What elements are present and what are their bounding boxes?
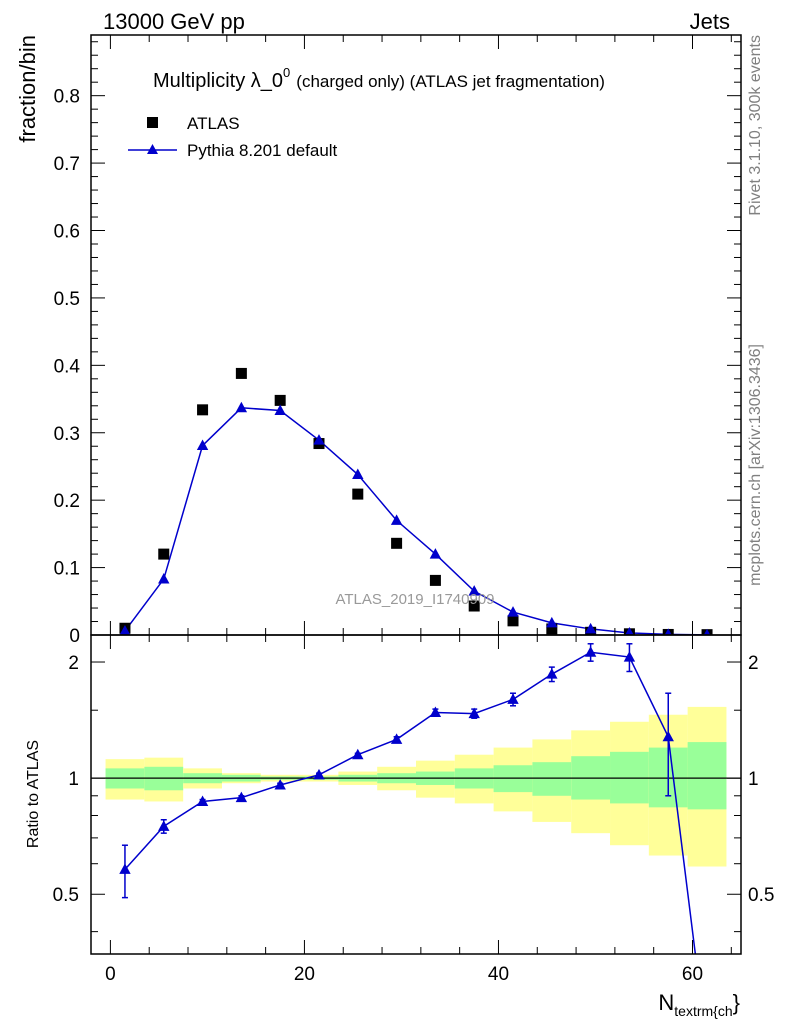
uncertainty-band-inner (687, 742, 727, 810)
x-axis-label-main: N (658, 990, 674, 1015)
ratio-point (274, 778, 286, 790)
legend-marker-pythia (147, 144, 158, 154)
y-tick-label: 0.4 (54, 356, 81, 377)
plot-title-sup: 0 (283, 65, 290, 80)
x-axis-label-rest: } (733, 990, 740, 1015)
legend-marker-atlas (147, 117, 158, 128)
atlas-data-point (546, 623, 558, 635)
x-axis-label-sub: textrm{ch (674, 1003, 732, 1019)
ratio-panel: 0.5 0.51 12 20 20 40 60 Ratio to ATLAS Ntextrm… (25, 634, 774, 1019)
rivet-label: Rivet 3.1.10, 300k events (747, 35, 764, 216)
y-tick-label: 0.8 (54, 87, 80, 108)
ratio-point (507, 693, 519, 704)
ratio-frame (90, 634, 742, 955)
ratio-y-tick-label: 1 (68, 769, 79, 790)
atlas-data-point (197, 404, 209, 416)
y-tick-label: 0.3 (54, 424, 80, 445)
atlas-data-point (352, 488, 364, 500)
ratio-y-tick-label: 2 (68, 653, 79, 674)
atlas-data-point (391, 537, 403, 549)
pythia-point (235, 401, 248, 413)
ratio-point (196, 795, 209, 806)
y-tick-label: 0 (69, 626, 80, 647)
pythia-point (546, 616, 558, 628)
pythia-point (703, 628, 711, 635)
ratio-point (662, 730, 674, 742)
pythia-point (313, 434, 325, 445)
x-tick-label: 60 (682, 964, 703, 985)
ratio-y-tick-label-right: 2 (748, 653, 759, 674)
legend-label-pythia: Pythia 8.201 default (187, 141, 338, 160)
pythia-point (664, 628, 672, 635)
pythia-point (625, 626, 634, 635)
pythia-line (124, 407, 708, 635)
ratio-point (546, 668, 558, 679)
atlas-data-point (507, 615, 519, 627)
pythia-point (390, 514, 403, 525)
y-tick-label: 0.7 (54, 154, 80, 175)
ratio-point (429, 706, 442, 717)
ratio-y-tick-label: 0.5 (53, 885, 79, 906)
header-left: 13000 GeV pp (103, 9, 245, 34)
ratio-point (158, 820, 170, 831)
y-tick-label: 0.1 (54, 559, 80, 580)
ratio-y-tick-label-right: 1 (748, 769, 759, 790)
ratio-point (119, 863, 131, 874)
header-right: Jets (690, 9, 730, 34)
y-tick-label: 0.2 (54, 491, 80, 512)
y-axis-label-main: fraction/bin (15, 35, 40, 143)
pythia-point (429, 548, 442, 559)
pythia-point (274, 404, 286, 416)
mcplots-label: mcplots.cern.ch [arXiv:1306.3436] (747, 344, 764, 586)
plot-title: Multiplicity λ_00 (charged only) (ATLAS j… (153, 65, 605, 92)
ratio-point (235, 791, 248, 803)
y-axis-label-ratio: Ratio to ATLAS (25, 740, 42, 848)
y-tick-label: 0.5 (54, 289, 80, 310)
legend-label-atlas: ATLAS (187, 114, 240, 133)
pythia-point (196, 439, 209, 451)
ratio-point (390, 733, 403, 744)
atlas-data-point (429, 574, 441, 586)
ratio-y-tick-label-right: 0.5 (748, 885, 774, 906)
pythia-point (352, 468, 364, 480)
pythia-point (584, 622, 597, 634)
pythia-point (119, 624, 131, 635)
ratio-point (584, 646, 597, 657)
ratio-point (352, 748, 364, 760)
x-axis-label: Ntextrm{ch} (658, 990, 740, 1019)
x-tick-label: 40 (488, 964, 509, 985)
ratio-point (468, 707, 480, 719)
uncertainty-band-inner (532, 762, 572, 796)
atlas-data-point (274, 394, 286, 406)
main-panel: 0 0.1 0.2 0.3 0.4 0.5 0.6 0.7 0.8 fraction/bin M… (15, 34, 742, 647)
pythia-point (158, 573, 170, 584)
plot-title-rest: (charged only) (ATLAS jet fragmentation) (296, 72, 605, 91)
ratio-line (124, 651, 697, 954)
atlas-data-point (235, 367, 247, 379)
ratio-point (623, 651, 636, 662)
analysis-watermark: ATLAS_2019_I1740909 (335, 591, 494, 608)
atlas-data-point (468, 600, 480, 612)
atlas-data-point (158, 548, 170, 560)
plot-title-main: Multiplicity λ_0 (153, 70, 283, 92)
legend: ATLAS Pythia 8.201 default (128, 114, 338, 160)
pythia-point (468, 585, 480, 596)
ratio-point (313, 768, 325, 780)
y-tick-label: 0.6 (54, 222, 80, 243)
pythia-point (507, 606, 519, 617)
x-tick-label: 0 (105, 964, 116, 985)
x-tick-label: 20 (294, 964, 315, 985)
